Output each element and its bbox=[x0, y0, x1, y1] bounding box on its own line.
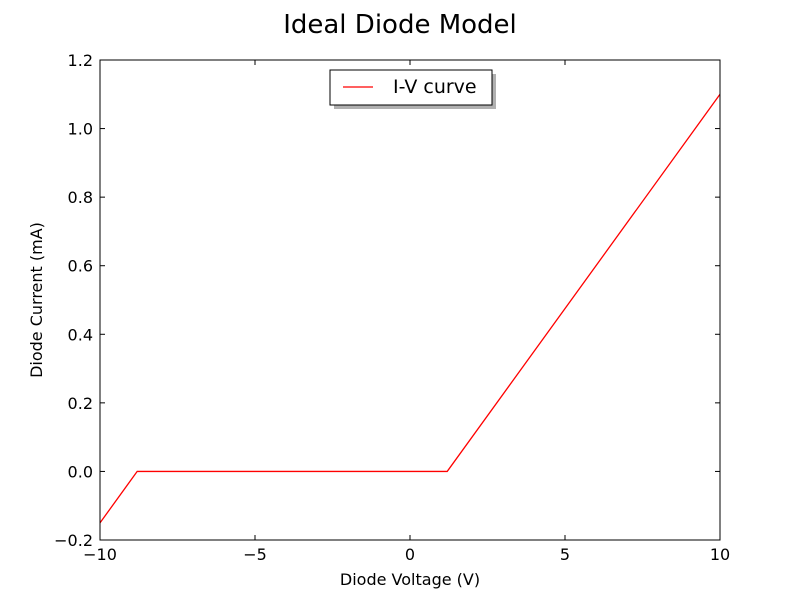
y-tick-label: 0.8 bbox=[68, 188, 93, 207]
y-tick-label: 1.2 bbox=[68, 51, 93, 70]
series-layer bbox=[99, 93, 721, 524]
x-tick-label: −10 bbox=[83, 545, 117, 564]
y-tick-label: −0.2 bbox=[54, 531, 93, 550]
series-line-iv-curve bbox=[99, 93, 721, 524]
plot-area bbox=[100, 60, 720, 540]
x-tick-label: 10 bbox=[710, 545, 730, 564]
legend-label: I-V curve bbox=[393, 76, 477, 98]
x-tick-label: 5 bbox=[560, 545, 570, 564]
plot-border bbox=[99, 59, 721, 541]
x-tick-label: 0 bbox=[405, 545, 415, 564]
x-axis-label: Diode Voltage (V) bbox=[340, 570, 480, 589]
legend: I-V curve bbox=[329, 69, 496, 109]
y-tick-label: 0.4 bbox=[68, 325, 93, 344]
x-tick-labels: −10 −5 0 5 10 bbox=[83, 545, 730, 564]
y-tick-label: 0.0 bbox=[68, 462, 93, 481]
y-tick-labels: −0.2 0.0 0.2 0.4 0.6 0.8 1.0 1.2 bbox=[54, 51, 93, 550]
y-axis-label: Diode Current (mA) bbox=[27, 222, 46, 378]
chart-title: Ideal Diode Model bbox=[283, 10, 517, 40]
x-tick-label: −5 bbox=[243, 545, 267, 564]
y-tick-label: 0.2 bbox=[68, 394, 93, 413]
y-tick-label: 0.6 bbox=[68, 257, 93, 276]
y-tick-label: 1.0 bbox=[68, 120, 93, 139]
